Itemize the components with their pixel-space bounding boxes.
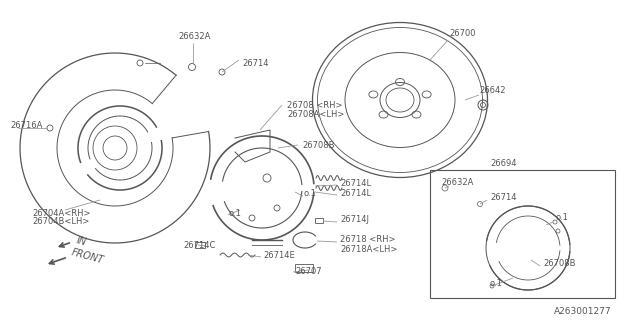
Text: 26694: 26694 [490, 158, 516, 167]
Text: 26708B: 26708B [543, 260, 575, 268]
Text: 26704A<RH>: 26704A<RH> [32, 209, 90, 218]
Text: o.1: o.1 [228, 209, 241, 218]
Text: 26714E: 26714E [263, 251, 295, 260]
Text: 26707: 26707 [295, 268, 322, 276]
Text: A263001277: A263001277 [554, 308, 612, 316]
Text: 26714L: 26714L [340, 179, 371, 188]
Text: 26700: 26700 [449, 28, 476, 37]
Text: 26714C: 26714C [183, 241, 216, 250]
Bar [430, 170, 615, 298]
Text: o.1: o.1 [303, 189, 316, 198]
Bar [195, 242, 205, 248]
Text: 26714: 26714 [490, 194, 516, 203]
Text: 26718 <RH>: 26718 <RH> [340, 236, 396, 244]
Text: 26716A: 26716A [10, 121, 42, 130]
Text: 26714J: 26714J [340, 215, 369, 225]
Bar [315, 218, 323, 223]
Text: 26714L: 26714L [340, 188, 371, 197]
Text: 26642: 26642 [479, 85, 506, 94]
Text: 26704B<LH>: 26704B<LH> [32, 218, 90, 227]
Text: 26632A: 26632A [178, 31, 211, 41]
Text: o.1: o.1 [489, 279, 502, 289]
Text: 26718A<LH>: 26718A<LH> [340, 244, 397, 253]
Text: FRONT: FRONT [70, 247, 105, 265]
Text: 26708 <RH>: 26708 <RH> [287, 100, 342, 109]
Text: IN: IN [75, 235, 88, 247]
Text: 26714: 26714 [242, 59, 269, 68]
Text: 26632A: 26632A [441, 178, 474, 187]
Text: 26708A<LH>: 26708A<LH> [287, 109, 344, 118]
Text: 26708B: 26708B [302, 140, 335, 149]
Text: o.1: o.1 [556, 213, 569, 222]
Bar [295, 264, 313, 272]
